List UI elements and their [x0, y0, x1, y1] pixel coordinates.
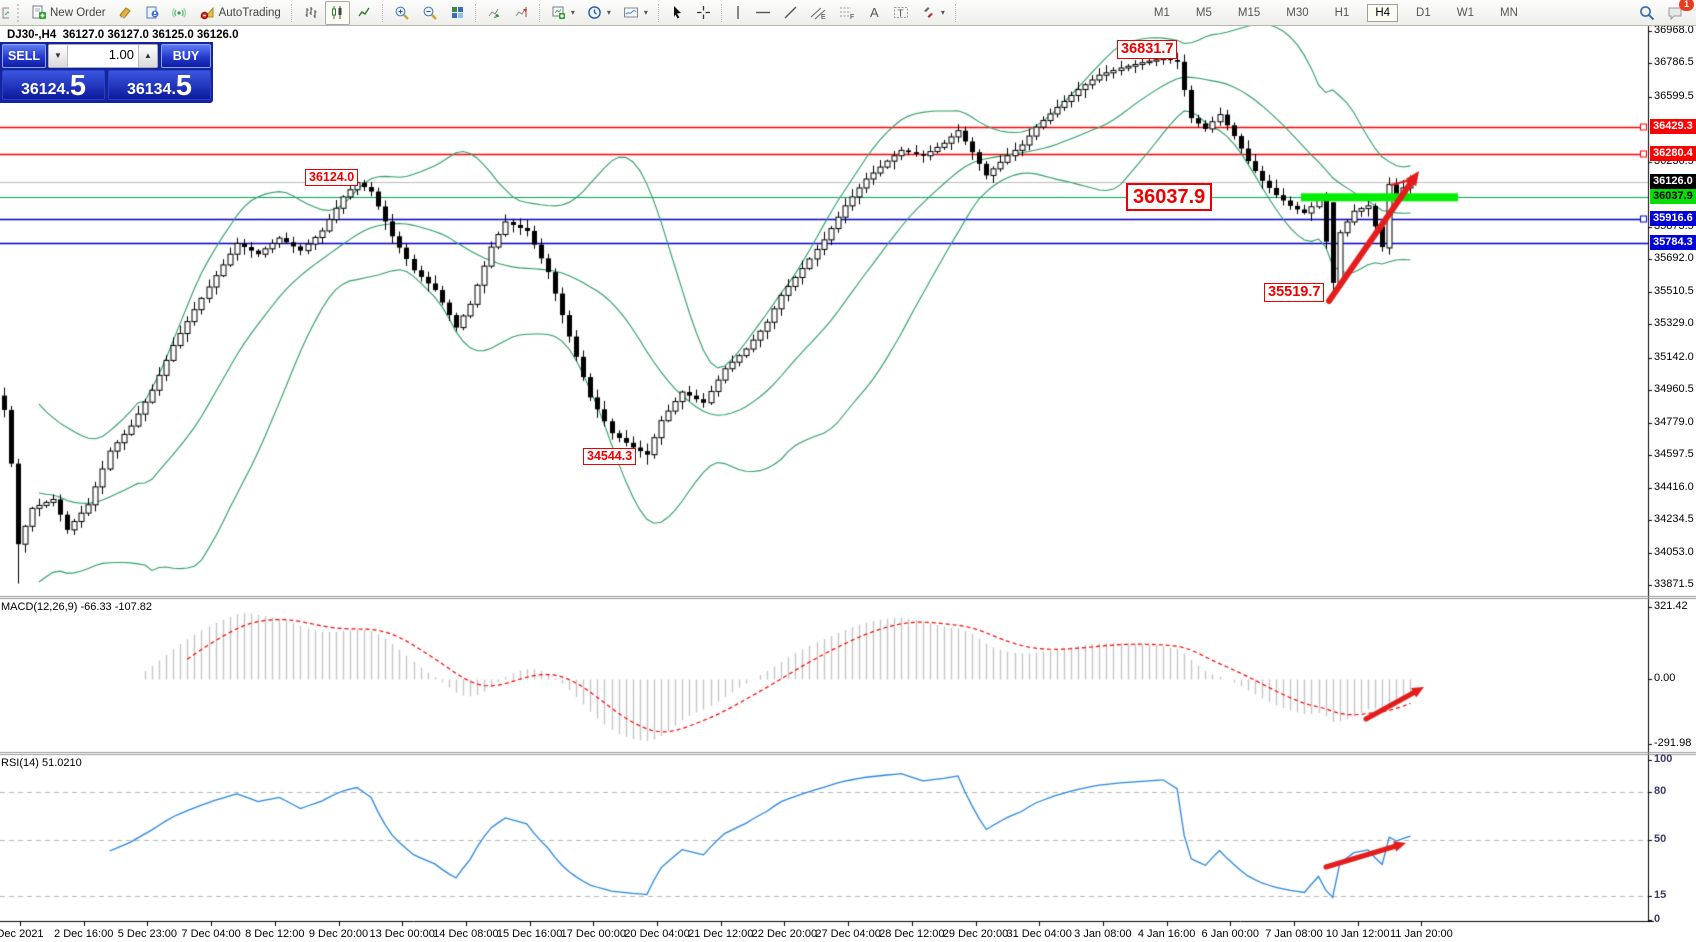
equidistant-channel-icon[interactable]: E — [805, 1, 832, 25]
svg-text:T: T — [897, 9, 903, 20]
volume-increase-button[interactable]: ▲ — [138, 45, 157, 67]
buy-price[interactable]: 36134. 5 — [108, 70, 211, 100]
buy-price-main: 36134 — [126, 81, 172, 98]
sell-price-dot: . — [65, 81, 70, 98]
timeframe-button-d1[interactable]: D1 — [1416, 6, 1431, 19]
candlestick-chart-icon[interactable] — [324, 0, 350, 25]
sell-price-pip: 5 — [69, 69, 87, 102]
cleanup-icon[interactable] — [113, 1, 138, 25]
periods-icon — [587, 5, 602, 20]
trendline-icon[interactable] — [778, 1, 803, 25]
text-icon[interactable]: A — [863, 1, 886, 25]
new-chart-button[interactable]: ▾ — [546, 1, 580, 25]
main-toolbar: New Order AutoTrading ▾ — [0, 0, 1696, 26]
one-click-trading-panel: SELL ▼ 1.00 ▲ BUY 36124. 5 36134. 5 — [0, 42, 213, 103]
timeframe-toolbar: M1 M5 M15 M30 H1 H4 D1 W1 MN — [1141, 3, 1531, 22]
sell-price[interactable]: 36124. 5 — [2, 70, 105, 100]
notification-badge: 1 — [1679, 0, 1694, 11]
chart-shift-icon[interactable] — [509, 1, 534, 25]
buy-price-dot: . — [171, 81, 176, 98]
autotrading-icon — [199, 5, 215, 20]
svg-text:E: E — [821, 14, 826, 20]
buy-button[interactable]: BUY — [161, 44, 211, 68]
timeframe-button-h4[interactable]: H4 — [1367, 3, 1399, 22]
toolbar-separator — [538, 3, 541, 22]
templates-button[interactable]: ▾ — [618, 1, 653, 25]
arrows-icon — [921, 5, 936, 20]
chevron-down-icon: ▾ — [940, 8, 945, 17]
signals-icon[interactable] — [167, 1, 192, 25]
timeframe-button-m1[interactable]: M1 — [1153, 6, 1170, 19]
notifications-button[interactable]: 1 — [1662, 0, 1694, 25]
line-chart-icon[interactable] — [352, 1, 377, 25]
tile-windows-icon[interactable] — [445, 1, 470, 25]
chart-window-icon[interactable] — [1, 1, 14, 25]
chevron-down-icon: ▾ — [606, 8, 611, 17]
zoom-in-icon[interactable] — [389, 1, 415, 25]
text-label-icon[interactable]: T — [888, 1, 914, 25]
svg-text:F: F — [850, 14, 854, 20]
zoom-out-icon[interactable] — [417, 1, 443, 25]
chevron-down-icon: ▾ — [643, 8, 648, 17]
timeframe-button-m15[interactable]: M15 — [1237, 6, 1261, 19]
timeframe-button-h1[interactable]: H1 — [1334, 6, 1350, 19]
new-order-button[interactable]: New Order — [26, 1, 111, 25]
symbol-ohlc-line: DJ30-,H4 36127.0 36127.0 36125.0 36126.0 — [7, 29, 238, 41]
new-order-label: New Order — [50, 6, 106, 19]
timeframe-button-m30[interactable]: M30 — [1286, 6, 1309, 19]
buy-price-pip: 5 — [175, 69, 193, 102]
timeframe-button-mn[interactable]: MN — [1499, 6, 1518, 19]
horizontal-line-icon[interactable] — [750, 1, 776, 25]
autotrading-label: AutoTrading — [218, 6, 281, 19]
crosshair-icon[interactable] — [691, 1, 716, 25]
autotrading-button[interactable]: AutoTrading — [194, 1, 286, 25]
timeframe-button-w1[interactable]: W1 — [1456, 6, 1474, 19]
toolbar-separator — [381, 3, 384, 22]
templates-icon — [623, 5, 639, 20]
periods-button[interactable]: ▾ — [582, 1, 616, 25]
auto-scroll-icon[interactable] — [482, 1, 507, 25]
vertical-line-icon[interactable] — [728, 1, 748, 25]
sell-price-main: 36124 — [20, 81, 66, 98]
volume-decrease-button[interactable]: ▼ — [49, 45, 68, 67]
expert-advisors-icon[interactable] — [140, 1, 165, 25]
volume-value[interactable]: 1.00 — [68, 45, 138, 67]
toolbar-grip — [17, 3, 23, 22]
toolbar-separator — [954, 3, 957, 22]
chevron-down-icon: ▾ — [570, 8, 575, 17]
cursor-icon[interactable] — [665, 1, 689, 25]
timeframe-button-m5[interactable]: M5 — [1195, 6, 1212, 19]
symbol-period-label: DJ30-,H4 — [7, 29, 57, 41]
bar-chart-icon[interactable] — [298, 1, 323, 25]
new-chart-icon — [551, 5, 566, 20]
sell-button[interactable]: SELL — [2, 44, 46, 68]
new-order-icon — [31, 5, 46, 20]
search-icon[interactable] — [1634, 1, 1660, 25]
fibonacci-icon[interactable]: F — [834, 1, 861, 25]
svg-text:A: A — [870, 5, 879, 20]
volume-spinner: ▼ 1.00 ▲ — [48, 44, 158, 68]
toolbar-separator — [474, 3, 477, 22]
toolbar-separator — [657, 3, 660, 22]
arrows-button[interactable]: ▾ — [916, 1, 950, 25]
toolbar-separator — [720, 3, 723, 22]
ohlc-values: 36127.0 36127.0 36125.0 36126.0 — [62, 29, 239, 41]
toolbar-separator — [290, 3, 293, 22]
